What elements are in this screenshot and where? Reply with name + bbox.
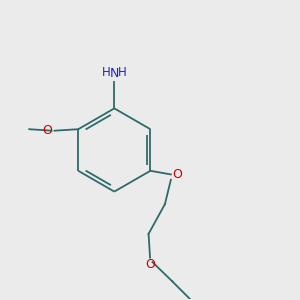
Text: N: N xyxy=(110,67,119,80)
Text: H: H xyxy=(118,66,127,79)
Text: H: H xyxy=(102,66,110,79)
Text: O: O xyxy=(42,124,52,137)
Text: O: O xyxy=(145,258,155,271)
Text: O: O xyxy=(172,168,182,181)
